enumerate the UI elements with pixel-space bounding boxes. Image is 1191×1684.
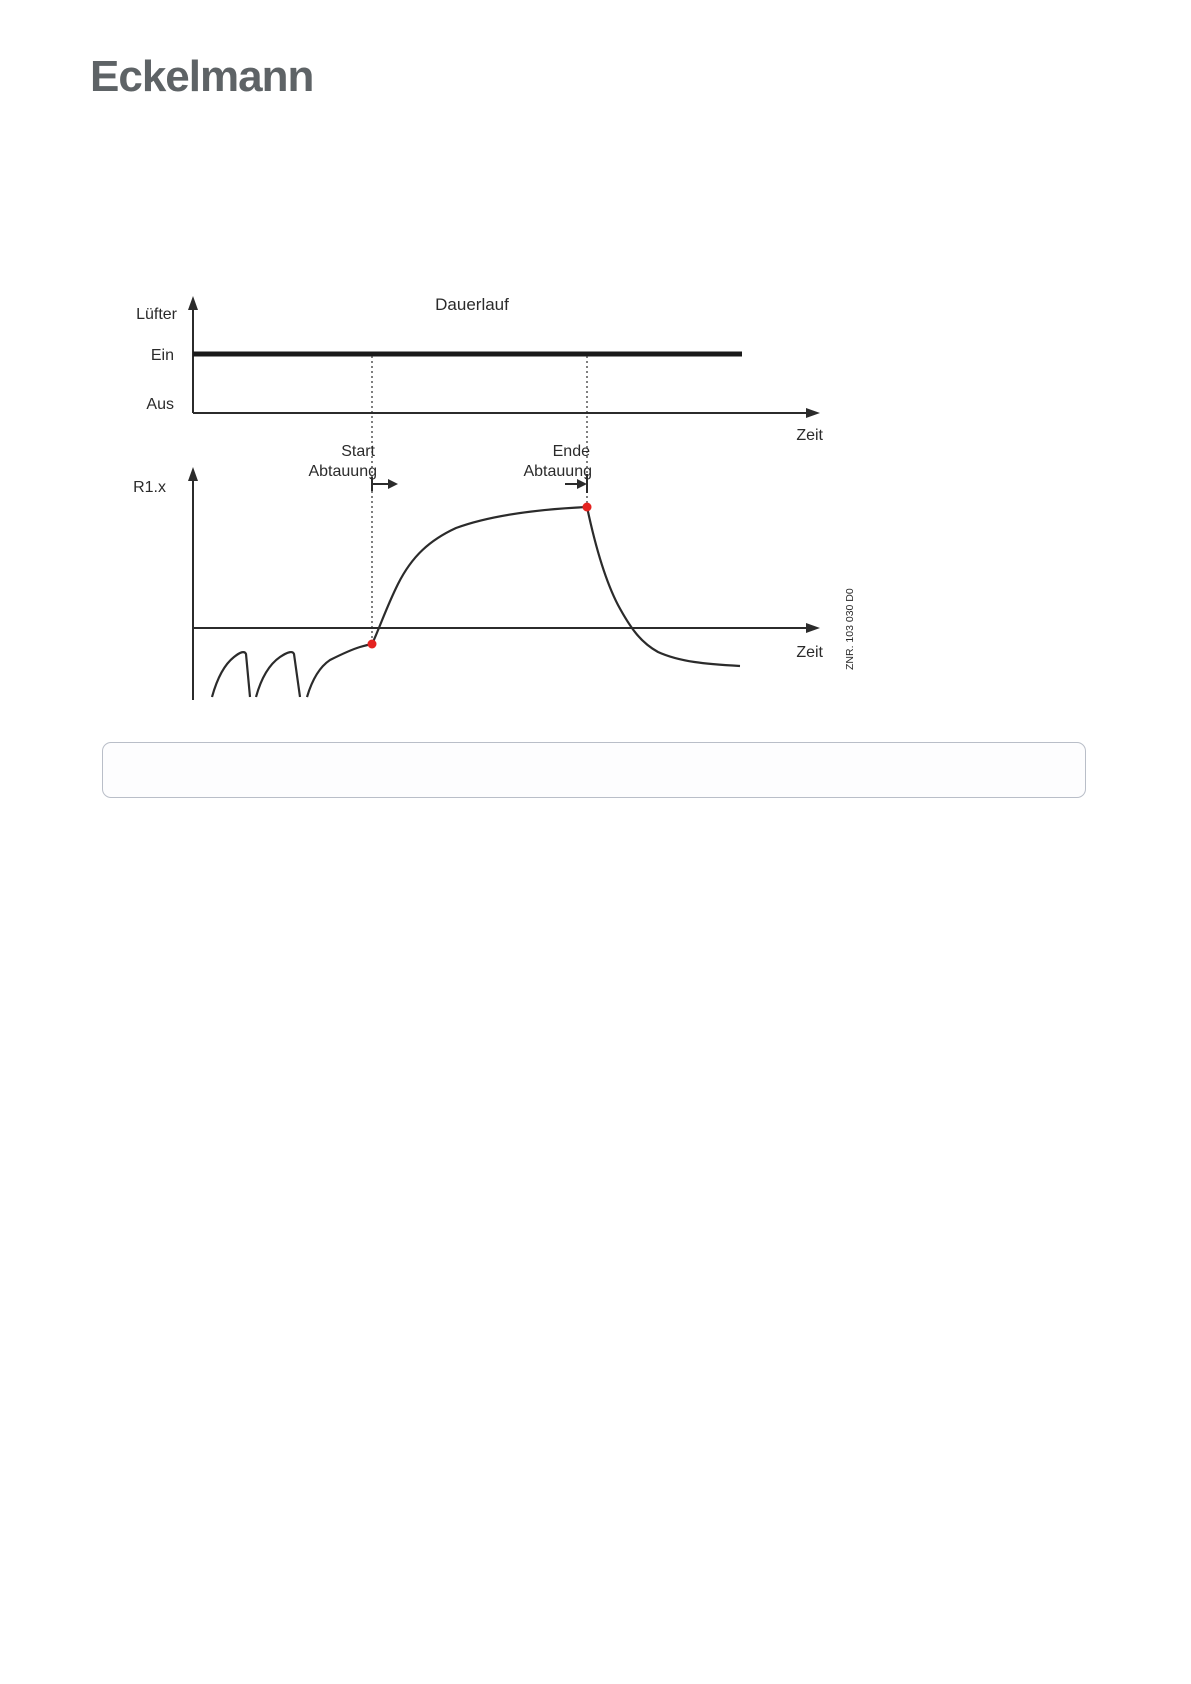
temp-curve-defrost bbox=[305, 505, 741, 698]
defrost-end-dot bbox=[582, 502, 592, 512]
defrost-end-label-line2: Abtauung bbox=[523, 463, 592, 480]
defrost-start-dot bbox=[367, 639, 377, 649]
defrost-start-label-line1: Start bbox=[341, 443, 375, 460]
fan-chart-title: Dauerlauf bbox=[435, 295, 509, 314]
defrost-end-arrow-icon bbox=[577, 479, 587, 489]
fan-chart: Lüfter Ein Aus Dauerlauf Zeit bbox=[136, 295, 823, 444]
temp-x-axis-label: Zeit bbox=[796, 644, 823, 661]
fan-y-axis-label: Lüfter bbox=[136, 306, 178, 323]
defrost-end-label-line1: Ende bbox=[553, 443, 590, 460]
fan-state-on-label: Ein bbox=[151, 347, 174, 364]
fan-state-off-label: Aus bbox=[146, 396, 174, 413]
temp-curve-sawtooth-2 bbox=[254, 650, 302, 698]
temp-y-axis-arrow-icon bbox=[188, 467, 198, 481]
eckelmann-logo: Eckelmann bbox=[90, 52, 314, 101]
defrost-event-markers: Start Abtauung Ende Abtauung bbox=[308, 356, 592, 641]
fan-x-axis-label: Zeit bbox=[796, 427, 823, 444]
fan-x-axis-arrow-icon bbox=[806, 408, 820, 418]
defrost-start-arrow-icon bbox=[388, 479, 398, 489]
fan-y-axis-arrow-icon bbox=[188, 296, 198, 310]
timing-diagram: Lüfter Ein Aus Dauerlauf Zeit Start Abta… bbox=[133, 295, 856, 700]
temp-x-axis-arrow-icon bbox=[806, 623, 820, 633]
note-box bbox=[102, 742, 1086, 798]
drawing-number-label: ZNR. 103 030 D0 bbox=[844, 588, 856, 670]
temp-y-axis-label: R1.x bbox=[133, 479, 166, 496]
temp-curve-sawtooth-1 bbox=[210, 650, 252, 698]
temperature-chart: R1.x Zeit bbox=[133, 467, 824, 700]
defrost-start-label-line2: Abtauung bbox=[308, 463, 377, 480]
